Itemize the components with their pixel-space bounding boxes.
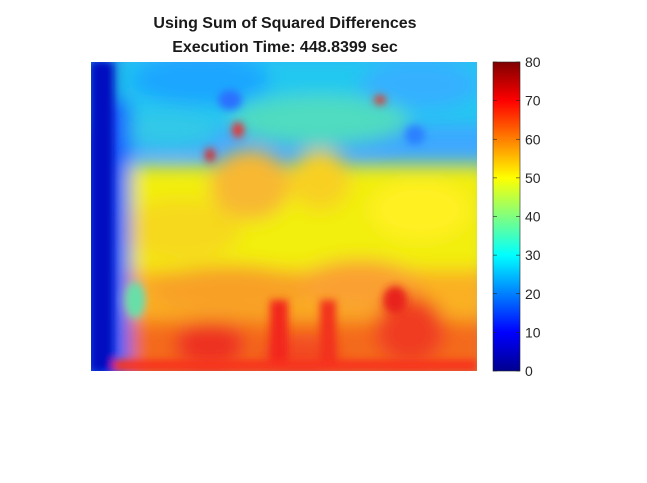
chart-title: Using Sum of Squared Differences [153, 15, 416, 32]
colorbar: 0 10 20 30 40 50 60 70 80 [492, 54, 541, 379]
colorbar-tick-label: 80 [525, 54, 541, 70]
colorbar-tick-label: 0 [525, 363, 533, 379]
colorbar-tick-label: 70 [525, 93, 541, 109]
colorbar-tick-label: 20 [525, 286, 541, 302]
colorbar-gradient [492, 61, 521, 372]
colorbar-ticks: 0 10 20 30 40 50 60 70 80 [493, 54, 541, 379]
colorbar-tick-label: 10 [525, 324, 541, 340]
colorbar-tick-label: 60 [525, 131, 541, 147]
chart-subtitle: Execution Time: 448.8399 sec [172, 39, 398, 56]
colorbar-tick-label: 40 [525, 209, 541, 225]
colorbar-tick-label: 50 [525, 170, 541, 186]
colorbar-tick-label: 30 [525, 247, 541, 263]
disparity-map [91, 62, 477, 371]
